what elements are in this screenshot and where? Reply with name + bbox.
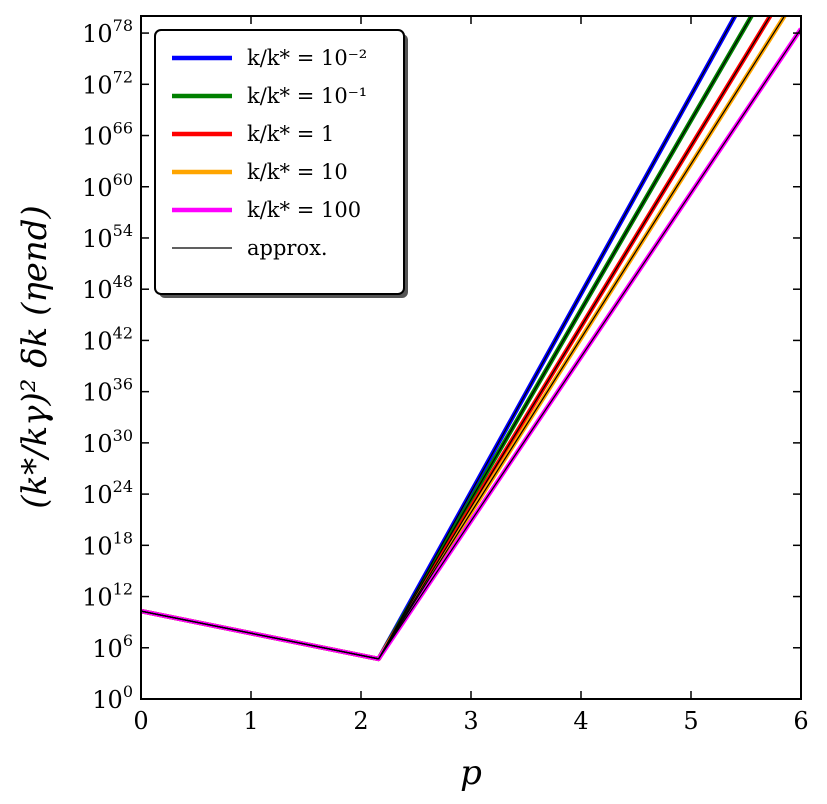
y-axis-label: (k*/kγ)² δk (ηend) [15, 205, 55, 509]
y-tick-label: 1024 [82, 477, 133, 509]
approx-line-4 [141, 28, 801, 660]
approx-layer [141, 16, 801, 660]
x-ticks: 0 1 2 3 4 5 6 [133, 16, 809, 735]
legend-label-5: approx. [247, 236, 328, 260]
x-axis-label: p [460, 753, 482, 793]
x-tick-label: 4 [573, 707, 588, 735]
x-tick-label: 5 [683, 707, 698, 735]
x-tick-label: 6 [793, 707, 808, 735]
y-tick-label: 1066 [82, 119, 133, 151]
legend-label-4: k/k* = 100 [247, 198, 361, 222]
y-tick-label: 1030 [82, 426, 133, 458]
y-tick-label: 1018 [82, 528, 133, 560]
y-tick-label: 100 [92, 682, 133, 714]
y-tick-label: 1042 [82, 323, 133, 355]
x-tick-label: 1 [243, 707, 258, 735]
y-tick-label: 106 [92, 631, 133, 663]
y-tick-label: 1054 [82, 221, 133, 253]
legend-label-1: k/k* = 10⁻¹ [247, 84, 367, 108]
legend-items: k/k* = 10⁻² k/k* = 10⁻¹ k/k* = 1 k/k* = 10 k… [172, 46, 367, 260]
legend-label-0: k/k* = 10⁻² [247, 46, 367, 70]
y-tick-label: 1072 [82, 67, 133, 99]
legend: k/k* = 10⁻² k/k* = 10⁻¹ k/k* = 1 k/k* = 10 k… [154, 29, 408, 298]
legend-label-3: k/k* = 10 [247, 160, 348, 184]
y-ticks: 100 106 1012 1018 1024 1030 1036 1042 1048 1054 10… [82, 16, 801, 714]
y-tick-label: 1078 [82, 16, 133, 48]
y-tick-label: 1060 [82, 170, 133, 202]
x-tick-label: 0 [133, 707, 148, 735]
x-tick-label: 3 [463, 707, 478, 735]
legend-label-2: k/k* = 1 [247, 122, 334, 146]
y-tick-label: 1048 [82, 272, 133, 304]
x-tick-label: 2 [353, 707, 368, 735]
y-tick-label: 1036 [82, 375, 133, 407]
y-tick-label: 1012 [82, 580, 133, 612]
